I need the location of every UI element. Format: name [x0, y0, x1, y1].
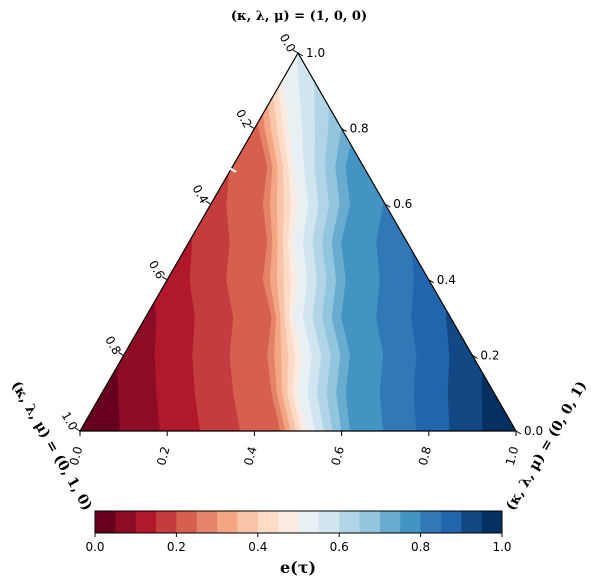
- right-tick-label-5: 1.0: [306, 46, 325, 60]
- chart-title: (κ, λ, μ) = (1, 0, 0): [231, 9, 367, 24]
- colorbar-swatch-4: [176, 511, 198, 533]
- right-tick-4: [341, 128, 347, 133]
- colorbar-label: e(τ): [280, 558, 316, 577]
- contour-field: [80, 53, 516, 431]
- colorbar-swatch-10: [298, 511, 320, 533]
- colorbar-swatch-13: [359, 511, 381, 533]
- tick-layer: 0.00.20.40.60.81.00.0 0.2 0.4 0.6 0.8 1.00.00…: [59, 31, 543, 467]
- right-tick-0: [515, 430, 522, 435]
- colorbar-swatch-0: [95, 511, 116, 533]
- colorbar-swatch-1: [115, 511, 137, 533]
- right-tick-label-3: 0.6: [393, 197, 412, 211]
- triangle-outline: [78, 51, 518, 432]
- left-tick-5: [74, 427, 81, 432]
- right-tick-3: [384, 203, 391, 208]
- colorbar-swatch-6: [217, 511, 238, 533]
- right-tick-label-1: 0.2: [480, 348, 499, 362]
- contour-band-0: [80, 53, 121, 431]
- colorbar-swatch-9: [278, 511, 299, 533]
- colorbar-tick-label-1: 0.2: [167, 540, 186, 554]
- right-tick-label-2: 0.4: [437, 273, 456, 287]
- colorbar-swatch-12: [339, 511, 360, 533]
- contour-band-18: [445, 53, 486, 431]
- colorbar-frame: [94, 510, 503, 534]
- bottom-tick-label-3: 0.6: [329, 445, 347, 467]
- colorbar-swatch-19: [481, 511, 503, 533]
- colorbar-swatch-11: [318, 511, 340, 533]
- corner-label-left: (κ, λ, μ) = (0, 1, 0): [8, 378, 95, 513]
- colorbar-swatch-18: [461, 511, 483, 533]
- corner-label-right: (κ, λ, μ) = (0, 0, 1): [503, 378, 590, 513]
- bottom-tick-label-4: 0.8: [416, 445, 434, 467]
- contour-band-19: [480, 53, 516, 431]
- contour-band-17: [411, 53, 456, 431]
- colorbar-swatch-14: [379, 511, 401, 533]
- left-tick-0: [292, 49, 299, 54]
- colorbar: 0.0 0.2 0.4 0.6 0.8 1.0: [85, 510, 512, 554]
- right-tick-5: [297, 52, 304, 57]
- right-tick-1: [472, 354, 478, 359]
- colorbar-tick-label-4: 0.8: [411, 540, 430, 554]
- colorbar-tick-label-3: 0.6: [330, 540, 349, 554]
- right-tick-label-4: 0.8: [350, 122, 369, 136]
- bottom-tick-label-5: 1.0: [503, 445, 521, 467]
- bottom-tick-label-2: 0.4: [241, 445, 259, 467]
- left-tick-4: [118, 351, 124, 356]
- colorbar-swatch-17: [440, 511, 462, 533]
- colorbar-tick-label-0: 0.0: [85, 540, 104, 554]
- left-tick-2: [205, 200, 212, 205]
- colorbar-swatch-3: [156, 511, 177, 533]
- colorbar-swatch-5: [196, 511, 218, 533]
- colorbar-swatch-2: [135, 511, 157, 533]
- bottom-tick-label-1: 0.2: [154, 445, 172, 467]
- colorbar-swatch-8: [257, 511, 279, 533]
- colorbar-tick-label-5: 1.0: [492, 540, 511, 554]
- colorbar-swatch-15: [400, 511, 421, 533]
- colorbar-swatch-16: [420, 511, 442, 533]
- right-tick-2: [428, 279, 435, 284]
- bottom-tick-label-0: 0.0: [67, 445, 85, 467]
- contour-band-1: [113, 53, 161, 431]
- right-tick-label-0: 0.0: [524, 424, 543, 438]
- colorbar-tick-label-2: 0.4: [248, 540, 267, 554]
- left-tick-1: [249, 125, 255, 130]
- colorbar-swatch-7: [237, 511, 259, 533]
- left-tick-3: [161, 276, 168, 281]
